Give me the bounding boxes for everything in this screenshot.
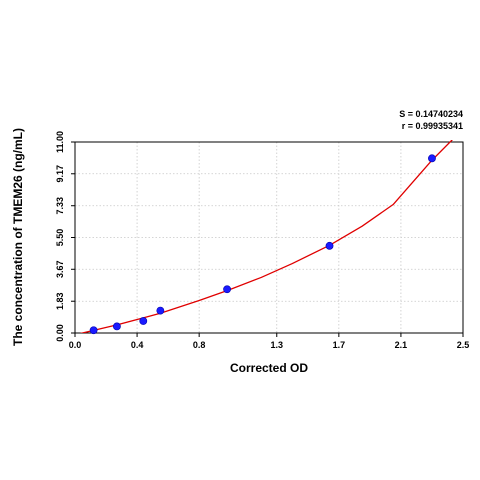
data-point <box>428 154 436 163</box>
x-tick-label: 2.1 <box>395 340 408 350</box>
y-tick-label: 5.50 <box>55 229 65 247</box>
data-point <box>89 326 98 335</box>
x-tick-label: 1.7 <box>333 340 346 350</box>
data-point <box>156 306 165 315</box>
x-tick-label: 2.5 <box>457 340 470 350</box>
y-axis-title: The concentration of TMEM26 (ng/mL) <box>11 128 25 346</box>
x-tick-label: 0.4 <box>131 340 144 350</box>
x-tick-label: 0.0 <box>69 340 82 350</box>
axis-ticks: 0.0 0.4 0.8 1.3 1.7 2.1 2.5 0.00 1.83 3.67 5.50 7.3… <box>55 131 469 350</box>
y-tick-label: 9.17 <box>55 165 65 183</box>
x-axis-title: Corrected OD <box>230 361 308 375</box>
data-point <box>113 322 121 331</box>
x-tick-label: 1.3 <box>271 340 284 350</box>
fit-curve <box>79 140 453 333</box>
x-tick-label: 0.8 <box>193 340 206 350</box>
data-point <box>223 285 231 294</box>
s-statistic: S = 0.14740234 <box>399 109 463 119</box>
data-points <box>89 154 436 335</box>
y-tick-label: 11.00 <box>55 131 65 153</box>
grid <box>75 142 463 333</box>
y-tick-label: 1.83 <box>55 292 65 310</box>
y-tick-label: 3.67 <box>55 261 65 279</box>
fit-curve-group <box>79 140 453 333</box>
y-tick-label: 0.00 <box>55 324 65 342</box>
r-statistic: r = 0.99935341 <box>402 121 463 131</box>
data-point <box>325 241 334 250</box>
y-tick-label: 7.33 <box>55 197 65 215</box>
data-point <box>139 317 148 325</box>
